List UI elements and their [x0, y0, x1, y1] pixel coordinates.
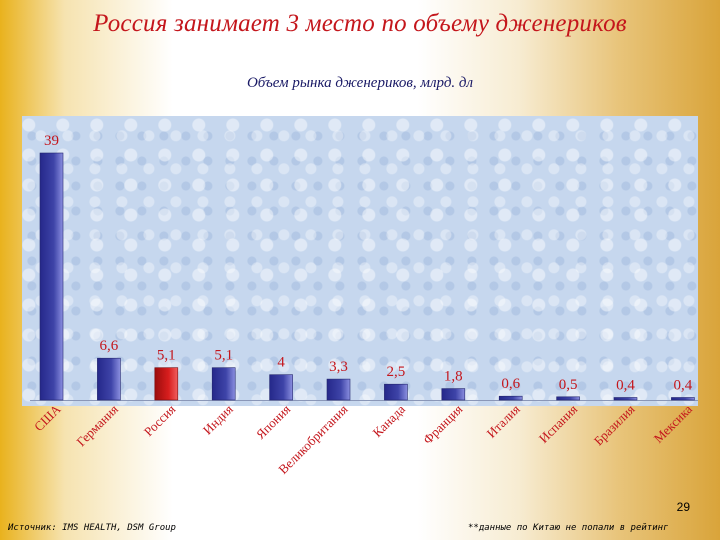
source-note: Источник: IMS HEALTH, DSM Group [8, 523, 176, 533]
bar-2 [97, 357, 121, 401]
category-label-8: Франция [420, 402, 466, 448]
footnote: **данные по Китаю не попали в рейтинг [468, 523, 669, 533]
bar-8 [441, 388, 466, 401]
category-label-3: Россия [141, 402, 179, 440]
bar-10 [556, 396, 580, 401]
bar-1 [39, 152, 64, 401]
category-label-12: Мексика [651, 401, 696, 446]
bar-11 [613, 397, 638, 401]
bar-4 [211, 367, 236, 401]
data-label-2: 6,6 [100, 338, 119, 354]
category-label-2: Германия [73, 402, 121, 450]
data-label-12: 0,4 [674, 378, 693, 394]
data-label-7: 2,5 [387, 364, 406, 380]
category-label-4: Индия [200, 402, 236, 438]
chart-title: Объем рынка дженериков, млрд. дл [246, 75, 474, 91]
bar-5 [269, 374, 293, 401]
category-label-7: Канада [370, 401, 409, 440]
category-label-5: Япония [253, 402, 293, 442]
data-label-11: 0,4 [616, 378, 635, 394]
data-label-10: 0,5 [559, 377, 578, 393]
category-label-11: Бразилия [591, 402, 638, 449]
page-number: 29 [676, 500, 690, 514]
bar-3 [154, 367, 179, 401]
data-label-4: 5,1 [214, 348, 233, 364]
plot-area [22, 116, 698, 406]
bar-6 [326, 378, 351, 401]
data-label-6: 3,3 [329, 359, 348, 375]
data-label-1: 39 [44, 133, 59, 149]
category-label-10: Испания [536, 402, 580, 446]
data-label-5: 4 [277, 355, 285, 371]
bar-7 [384, 383, 408, 401]
data-label-3: 5,1 [157, 348, 176, 364]
category-label-1: США [31, 401, 64, 434]
bar-12 [671, 397, 695, 401]
bar-9 [498, 395, 523, 401]
data-label-9: 0,6 [501, 376, 520, 392]
slide-title: Россия занимает 3 место по объему дженер… [93, 10, 627, 37]
category-label-9: Италия [484, 402, 523, 441]
data-label-8: 1,8 [444, 369, 463, 385]
